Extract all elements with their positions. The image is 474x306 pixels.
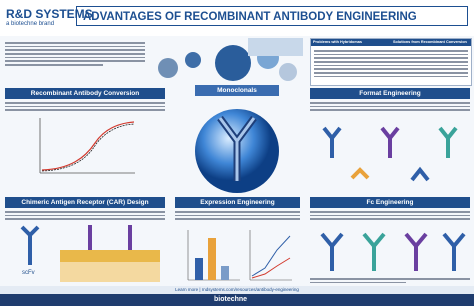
table-header: Solutions from Recombinant Conversion (393, 40, 467, 44)
section-title: Monoclonals (195, 85, 279, 96)
comparison-table: Problems with Hybridomas Solutions from … (310, 38, 472, 86)
footer-bar (0, 294, 474, 306)
expression-chart (187, 230, 292, 281)
brand-subtitle: a biotechne brand (6, 21, 55, 27)
brand-logo: R&D SYSTEMS (6, 7, 93, 21)
intro-text (5, 42, 145, 68)
section-title: Expression Engineering (175, 197, 300, 208)
title: ADVANTAGES OF RECOMBINANT ANTIBODY ENGIN… (76, 6, 468, 26)
format-illustration (322, 126, 458, 182)
car-illustration (20, 225, 160, 282)
section-title: Format Engineering (310, 88, 470, 99)
antibody-sphere (195, 109, 279, 193)
footer-brand: biotechne (214, 296, 248, 303)
intro-illustration (158, 38, 303, 81)
section-title: Fc Engineering (310, 197, 470, 208)
label: scFv (22, 270, 35, 276)
table-header: Problems with Hybridomas (313, 40, 362, 44)
conversion-chart (39, 118, 135, 174)
fc-illustration (320, 232, 466, 271)
footer-link: Learn more | rndsystems.com/resources/an… (0, 286, 474, 294)
section-title: Chimeric Antigen Receptor (CAR) Design (5, 197, 165, 208)
section-title: Recombinant Antibody Conversion (5, 88, 165, 99)
